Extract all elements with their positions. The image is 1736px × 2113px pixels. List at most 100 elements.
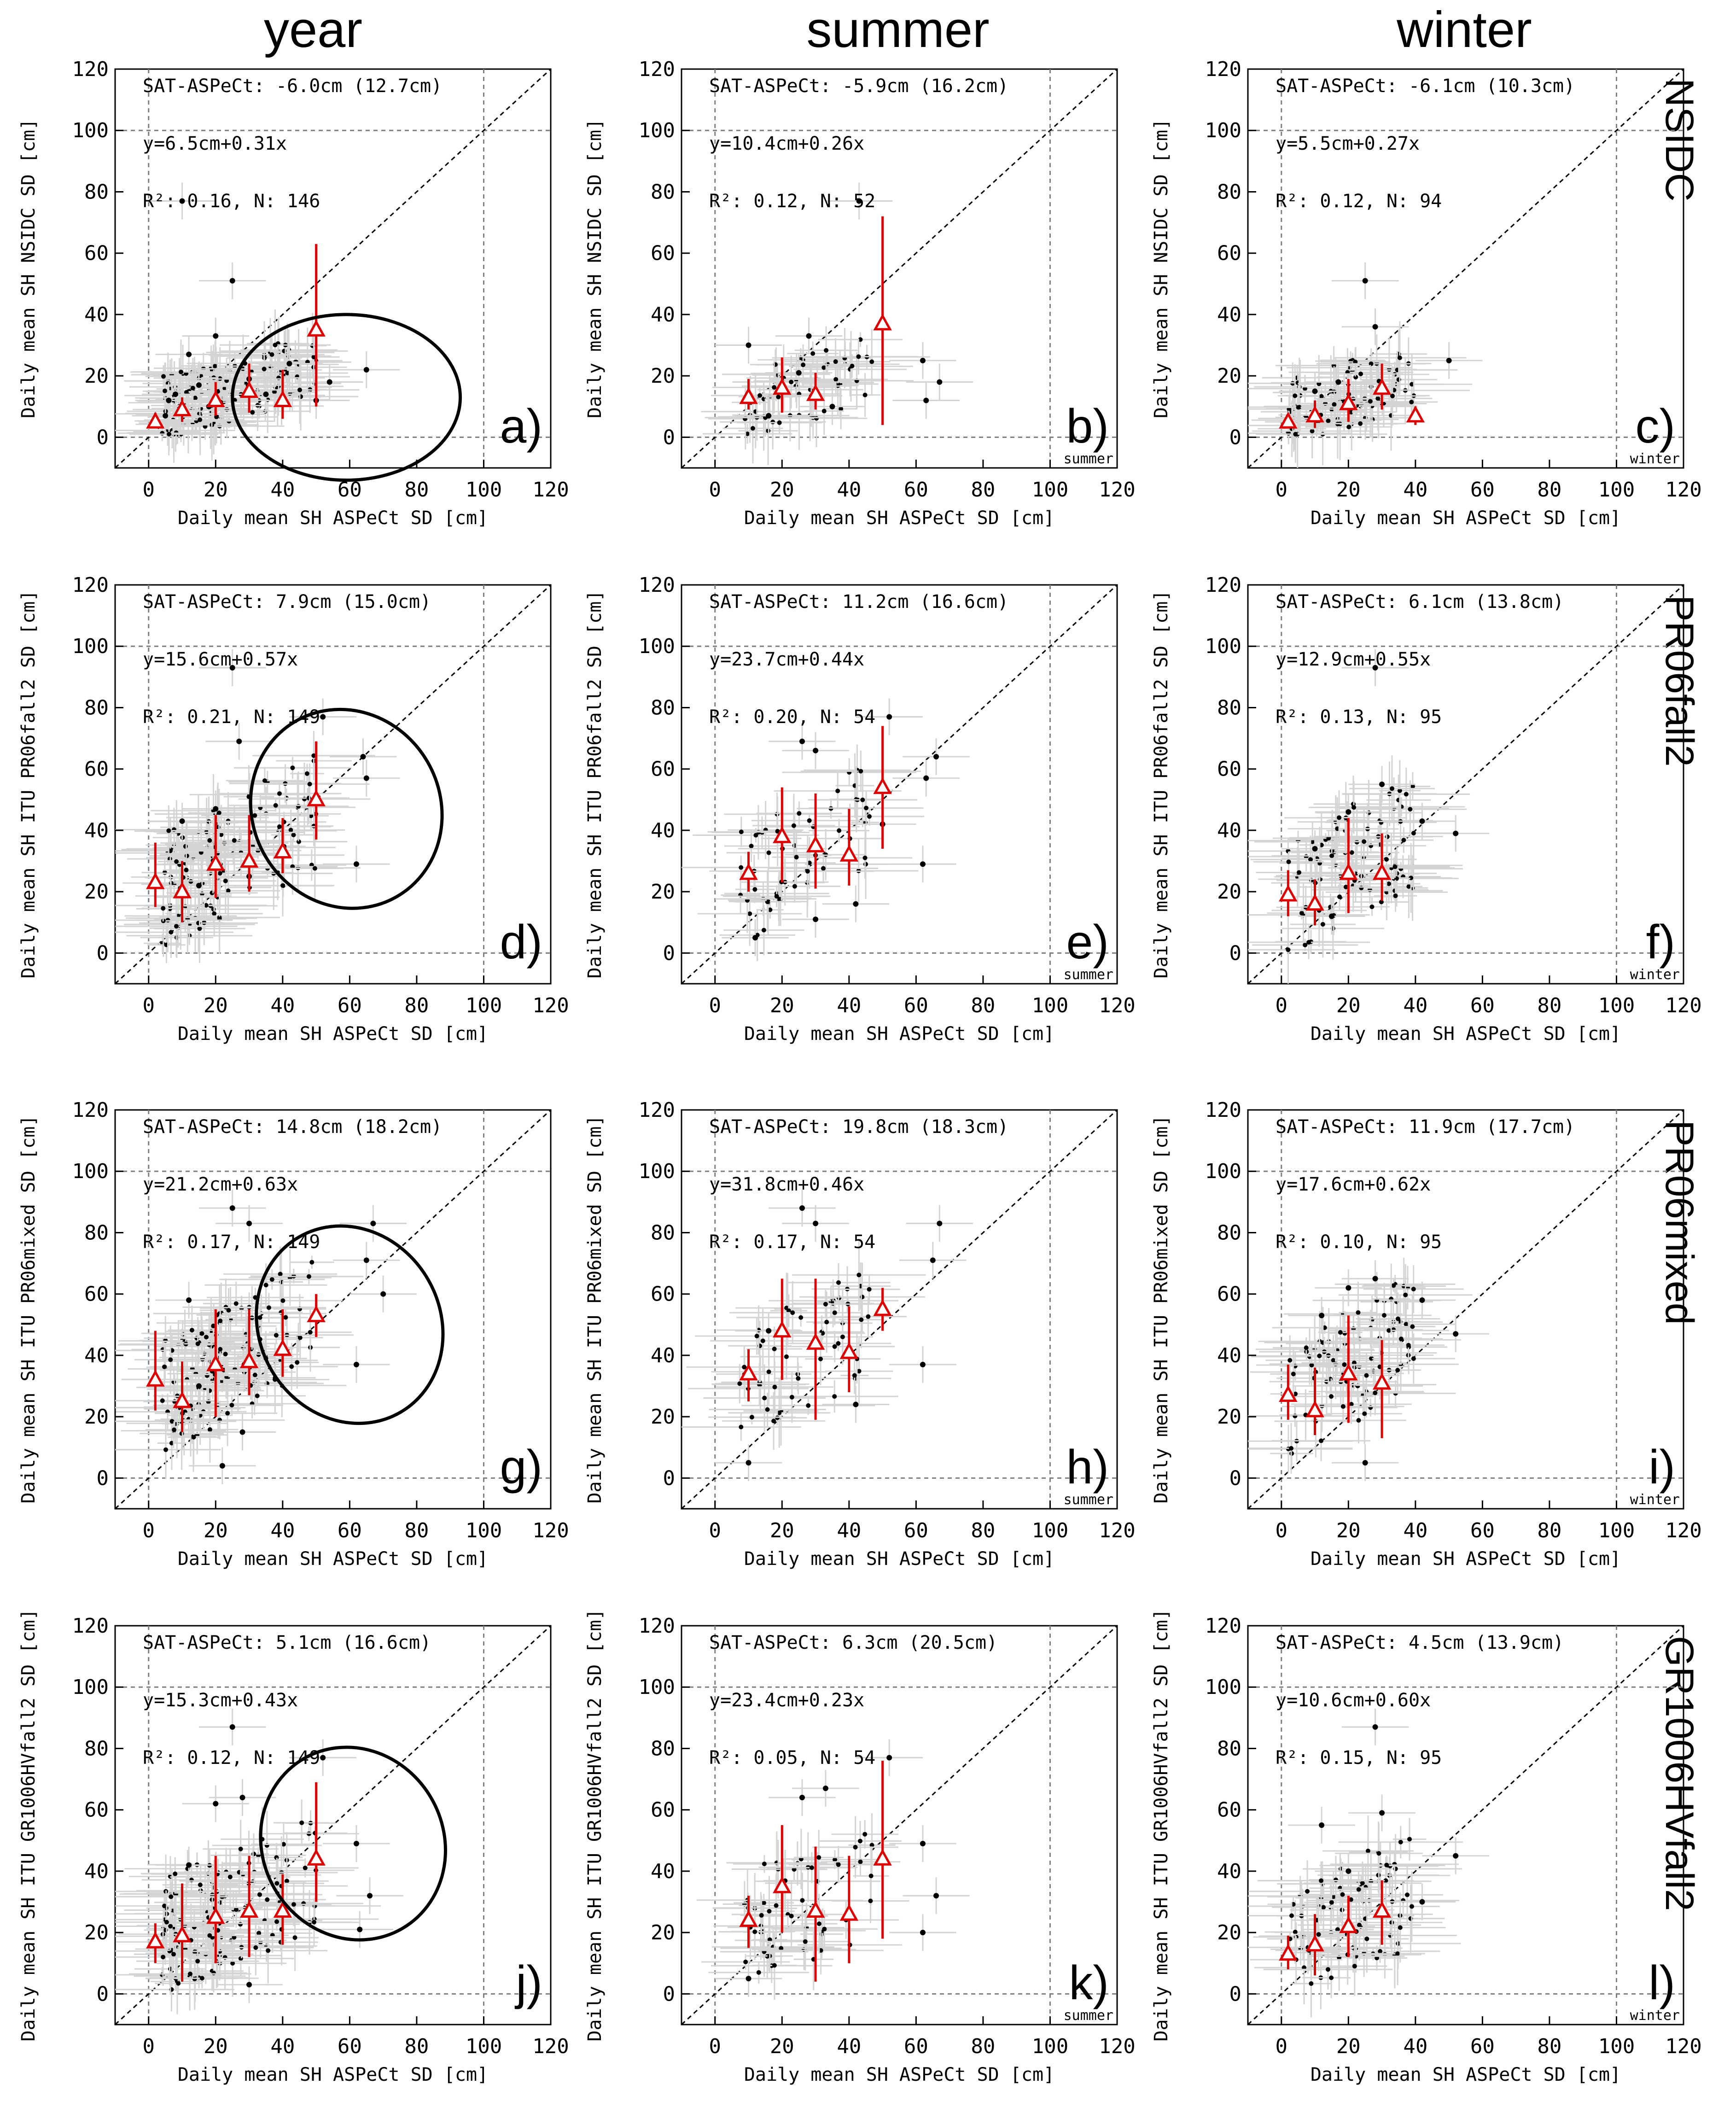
- data-point: [246, 1982, 252, 1988]
- y-tick-label: 20: [651, 364, 675, 388]
- data-point: [805, 869, 810, 874]
- data-point: [1356, 1418, 1361, 1423]
- data-point: [326, 379, 332, 385]
- data-point: [226, 1308, 231, 1313]
- column-title-year: year: [264, 1, 362, 58]
- y-tick-label: 120: [639, 573, 675, 597]
- data-point: [239, 1429, 245, 1435]
- data-point: [867, 814, 872, 819]
- row-label-nsidc: NSIDC: [1657, 78, 1701, 202]
- data-point: [229, 1724, 235, 1730]
- panel-label: k): [1069, 1956, 1109, 2010]
- data-point: [1309, 1363, 1314, 1368]
- y-axis-label: Daily mean SH NSIDC SD [cm]: [1151, 119, 1172, 418]
- data-point: [191, 1435, 196, 1440]
- bin-mean-marker: [773, 1320, 792, 1338]
- data-point: [161, 906, 166, 911]
- y-tick-label: 60: [1217, 242, 1241, 265]
- bin-mean-marker: [173, 399, 192, 416]
- data-point: [297, 1335, 303, 1340]
- x-tick-label: 60: [338, 478, 362, 502]
- y-tick-label: 100: [639, 1675, 675, 1699]
- data-point: [274, 1919, 280, 1924]
- bin-mean-marker: [873, 777, 892, 794]
- stats-line-2: y=17.6cm+0.62x: [1276, 1174, 1431, 1195]
- panel-h: SAT-ASPeCt: 19.8cm (18.3cm) y=31.8cm+0.46…: [584, 1098, 1136, 1570]
- data-point: [214, 414, 219, 420]
- panel-i: SAT-ASPeCt: 11.9cm (17.7cm) y=17.6cm+0.62…: [1151, 1098, 1702, 1570]
- y-tick-label: 120: [639, 58, 675, 81]
- data-point: [1319, 394, 1324, 399]
- data-point: [1335, 1927, 1340, 1932]
- y-tick-label: 120: [639, 1098, 675, 1122]
- data-cloud: [115, 649, 400, 963]
- one-to-one-line: [115, 1626, 551, 2025]
- data-point: [1398, 1337, 1404, 1342]
- stats-line-2: y=23.4cm+0.23x: [709, 1690, 864, 1711]
- x-tick-label: 120: [1665, 994, 1701, 1017]
- data-point: [1397, 355, 1402, 360]
- y-tick-label: 40: [84, 819, 109, 842]
- data-point: [229, 1402, 234, 1407]
- x-tick-label: 100: [466, 2035, 502, 2058]
- data-point: [1328, 913, 1334, 919]
- data-point: [799, 1795, 805, 1801]
- x-tick-label: 120: [1665, 478, 1701, 502]
- data-point: [1293, 432, 1298, 437]
- data-point: [1383, 1878, 1388, 1883]
- data-point: [320, 714, 326, 720]
- data-point: [272, 389, 277, 394]
- data-point: [833, 359, 838, 364]
- stats-line-1: SAT-ASPeCt: 11.2cm (16.6cm): [709, 591, 1008, 613]
- data-point: [283, 1315, 288, 1320]
- data-point: [1391, 1327, 1396, 1332]
- data-point: [1343, 884, 1348, 889]
- data-point: [799, 738, 805, 744]
- x-tick-label: 60: [904, 1519, 928, 1542]
- data-point: [1329, 853, 1334, 858]
- data-point: [299, 1820, 304, 1825]
- data-point: [747, 911, 752, 916]
- data-point: [238, 1956, 243, 1961]
- data-point: [1286, 947, 1291, 952]
- data-point: [363, 775, 369, 781]
- data-point: [771, 1418, 776, 1424]
- x-tick-label: 60: [1470, 1519, 1495, 1542]
- y-axis-label: Daily mean SH NSIDC SD [cm]: [18, 119, 39, 418]
- data-point: [236, 738, 242, 744]
- data-point: [277, 791, 282, 796]
- data-point: [840, 1334, 845, 1339]
- data-point: [1346, 809, 1352, 815]
- data-point: [777, 1410, 782, 1415]
- data-point: [189, 1328, 194, 1333]
- panel-label: j): [514, 1956, 542, 2010]
- data-point: [163, 388, 168, 393]
- data-point: [166, 828, 171, 833]
- data-point: [273, 803, 278, 808]
- data-point: [1406, 884, 1411, 889]
- y-tick-label: 20: [84, 364, 109, 388]
- bin-mean-marker: [839, 1342, 859, 1359]
- data-point: [169, 930, 174, 935]
- data-point: [1362, 839, 1367, 844]
- data-point: [174, 924, 179, 929]
- data-point: [862, 855, 868, 860]
- data-point: [1395, 1316, 1400, 1321]
- data-point: [772, 1347, 777, 1352]
- y-tick-label: 0: [1229, 941, 1242, 965]
- data-point: [196, 382, 202, 388]
- data-point: [1446, 357, 1452, 363]
- data-point: [1305, 1889, 1310, 1894]
- data-point: [746, 1460, 751, 1466]
- y-tick-label: 40: [1217, 819, 1241, 842]
- x-tick-label: 0: [709, 478, 722, 502]
- data-point: [856, 354, 861, 359]
- data-point: [179, 198, 185, 204]
- x-tick-label: 60: [904, 2035, 928, 2058]
- data-point: [296, 839, 301, 844]
- data-point: [1287, 1358, 1293, 1363]
- data-point: [172, 391, 178, 397]
- data-point: [759, 1913, 764, 1918]
- data-point: [1356, 1887, 1361, 1892]
- season-tag: winter: [1630, 2008, 1680, 2024]
